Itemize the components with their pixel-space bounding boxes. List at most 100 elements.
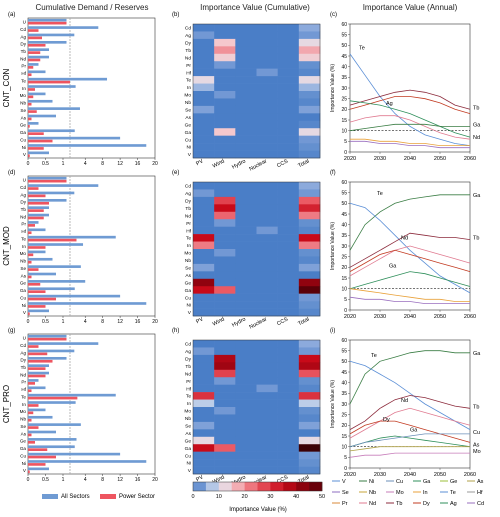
row-label: Ga (185, 446, 192, 452)
row-label: Ag (185, 33, 191, 39)
y-tick-label: 15 (341, 276, 347, 282)
bar-power-sector (28, 448, 48, 452)
series-annotation: Nd (401, 236, 408, 242)
bar-all-sectors (28, 250, 46, 254)
heat-cell (235, 369, 257, 378)
bar-all-sectors (28, 243, 84, 246)
category-label: Ga (20, 446, 27, 451)
x-tick-label: 4 (84, 477, 87, 483)
row-label: Ag (185, 349, 191, 355)
row-label: V (188, 152, 192, 158)
panel-letter: (c) (330, 12, 337, 18)
category-label: Ni (22, 461, 26, 466)
bar-legend: All Sectors Power Sector (42, 494, 155, 500)
bar-all-sectors (28, 452, 121, 456)
category-label: Mo (20, 251, 27, 256)
panel-letter: (a) (8, 12, 15, 18)
legend-label-tb: Tb (396, 501, 402, 507)
x-tick-label: 2030 (374, 156, 386, 162)
bar-all-sectors (28, 438, 77, 441)
legend-label-power-sector: Power Sector (119, 494, 155, 500)
heat-cell (214, 128, 236, 136)
heat-cell (235, 38, 257, 47)
heat-cell (235, 61, 257, 69)
heat-cell (235, 234, 257, 242)
heat-cell (277, 347, 300, 356)
heat-cell (235, 256, 257, 265)
y-tick-label: 40 (341, 380, 347, 386)
heat-cell (256, 354, 278, 363)
category-label: Pr (21, 64, 26, 69)
row-label: Nd (185, 55, 191, 61)
bar-power-sector (28, 359, 53, 363)
heat-cell (298, 226, 321, 235)
heat-cell (214, 211, 236, 220)
category-label: Ga (20, 288, 27, 293)
category-label: Ni (22, 303, 26, 308)
series-annotation: Te (371, 353, 377, 359)
bar-power-sector (28, 275, 32, 279)
heat-cell (298, 31, 321, 40)
bar-all-sectors (28, 114, 56, 118)
heat-cell (298, 241, 321, 250)
column-label: PV (195, 316, 205, 325)
scenario-label: CNT_PRO (2, 385, 11, 423)
x-tick-label: 2030 (374, 314, 386, 320)
bar-all-sectors (28, 415, 53, 419)
category-label: Ge (20, 439, 27, 444)
y-axis-label: Importance Value (%) (330, 380, 336, 428)
heat-cell (214, 308, 236, 317)
heat-cell (193, 377, 215, 385)
heat-cell (256, 24, 278, 32)
heat-cell (298, 46, 321, 55)
bar-all-sectors (28, 33, 75, 37)
heat-cell (235, 241, 257, 250)
heat-cell (256, 421, 278, 430)
heat-cell (235, 143, 257, 151)
category-label: Ge (20, 281, 27, 286)
heat-cell (256, 308, 278, 317)
heat-cell (277, 263, 300, 272)
row-label: Te (186, 236, 191, 242)
y-tick-label: 5 (344, 297, 347, 303)
row-label: Nb (185, 100, 191, 106)
bar-power-sector (28, 179, 67, 183)
bar-power-sector (28, 305, 46, 308)
series-line-tb (349, 232, 471, 268)
heat-cell (256, 271, 278, 280)
heat-cell (256, 91, 278, 99)
category-label: Ni (22, 145, 26, 150)
bar-power-sector (28, 297, 56, 301)
bar-all-sectors (28, 77, 108, 81)
row-label: Ni (186, 303, 191, 309)
legend-swatch-all-sectors (42, 494, 58, 499)
y-tick-label: 15 (341, 118, 347, 124)
bar-all-sectors (28, 423, 81, 426)
row-label: As (185, 115, 191, 121)
heat-cell (277, 113, 300, 122)
heat-cell (277, 451, 300, 460)
x-tick-label: 16 (135, 161, 141, 167)
bar-all-sectors (28, 342, 99, 345)
heat-cell (214, 182, 236, 190)
bar-all-sectors (28, 18, 67, 22)
colorbar-segment (257, 482, 271, 491)
heat-cell (277, 38, 300, 47)
heat-cell (256, 444, 278, 452)
heat-cell (277, 128, 300, 136)
category-label: Mo (20, 409, 27, 414)
x-tick-label: 2060 (464, 314, 476, 320)
x-tick-label: 8 (101, 161, 104, 167)
heat-cell (256, 377, 278, 385)
heat-cell (214, 53, 236, 62)
bar-all-sectors (28, 136, 121, 140)
column-label: Hydro (231, 158, 247, 170)
category-label: Mo (20, 93, 27, 98)
heat-cell (277, 211, 300, 220)
series-line-mo (349, 452, 470, 458)
heat-cell (277, 377, 300, 385)
heat-cell (193, 182, 215, 190)
bar-all-sectors (28, 26, 99, 29)
heat-cell (277, 91, 300, 99)
heat-cell (277, 68, 300, 77)
